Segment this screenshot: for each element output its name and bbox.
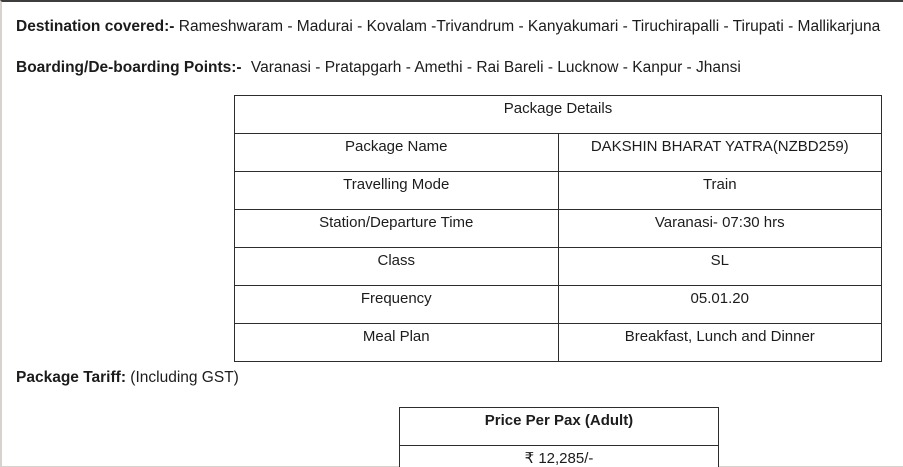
table-row-meal-plan: Meal Plan Breakfast, Lunch and Dinner bbox=[234, 323, 882, 362]
package-tariff-label: Package Tariff: bbox=[16, 369, 126, 386]
row-label-station-departure-time: Station/Departure Time bbox=[234, 209, 559, 248]
row-value-meal-plan: Breakfast, Lunch and Dinner bbox=[557, 323, 882, 362]
destination-covered-label: Destination covered:- bbox=[16, 18, 175, 35]
boarding-points-value: Varanasi - Pratapgarh - Amethi - Rai Bar… bbox=[250, 59, 741, 76]
row-label-frequency: Frequency bbox=[234, 285, 559, 324]
table-row-frequency: Frequency 05.01.20 bbox=[234, 285, 882, 324]
price-table-header-row: Price Per Pax (Adult) bbox=[399, 407, 719, 446]
row-value-class: SL bbox=[557, 247, 882, 286]
table-row-class: Class SL bbox=[234, 247, 882, 286]
package-tariff-line: Package Tariff: (Including GST) bbox=[16, 369, 239, 387]
row-label-meal-plan: Meal Plan bbox=[234, 323, 559, 362]
package-details-title-row: Package Details bbox=[234, 95, 882, 134]
table-row-package-name: Package Name DAKSHIN BHARAT YATRA(NZBD25… bbox=[234, 133, 882, 172]
package-details-table: Package Details Package Name DAKSHIN BHA… bbox=[234, 95, 882, 362]
row-value-package-name: DAKSHIN BHARAT YATRA(NZBD259) bbox=[557, 133, 882, 172]
boarding-points-label: Boarding/De-boarding Points:- bbox=[16, 59, 242, 76]
row-label-class: Class bbox=[234, 247, 559, 286]
destination-covered-value: Rameshwaram - Madurai - Kovalam -Trivand… bbox=[178, 18, 881, 35]
package-tariff-note: (Including GST) bbox=[130, 369, 239, 386]
price-table-value-row: ₹ 12,285/- bbox=[399, 445, 719, 467]
row-value-travelling-mode: Train bbox=[557, 171, 882, 210]
table-row-travelling-mode: Travelling Mode Train bbox=[234, 171, 882, 210]
row-label-package-name: Package Name bbox=[234, 133, 559, 172]
price-per-pax-value: ₹ 12,285/- bbox=[399, 445, 719, 467]
destination-covered-line: Destination covered:- Rameshwaram - Madu… bbox=[16, 18, 880, 36]
price-per-pax-header: Price Per Pax (Adult) bbox=[399, 407, 719, 446]
row-value-frequency: 05.01.20 bbox=[557, 285, 882, 324]
price-per-pax-table: Price Per Pax (Adult) ₹ 12,285/- bbox=[399, 407, 719, 467]
table-row-station-departure-time: Station/Departure Time Varanasi- 07:30 h… bbox=[234, 209, 882, 248]
package-details-title: Package Details bbox=[234, 95, 882, 134]
row-label-travelling-mode: Travelling Mode bbox=[234, 171, 559, 210]
row-value-station-departure-time: Varanasi- 07:30 hrs bbox=[557, 209, 882, 248]
boarding-points-line: Boarding/De-boarding Points:- Varanasi -… bbox=[16, 59, 741, 77]
